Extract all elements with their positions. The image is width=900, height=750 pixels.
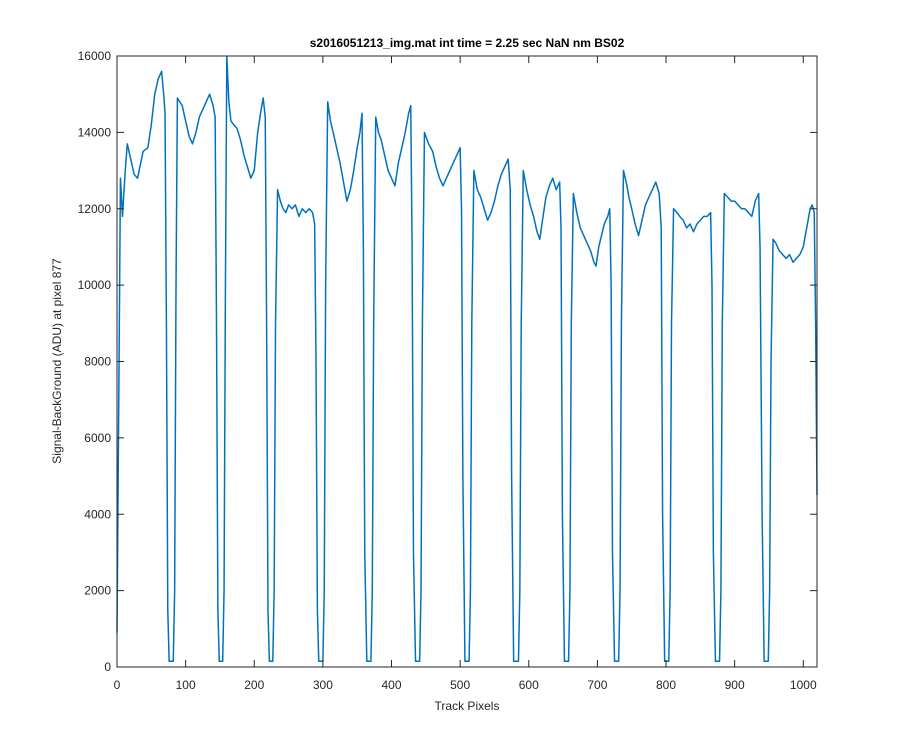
y-tick-label: 14000 (78, 125, 112, 139)
x-axis-label: Track Pixels (435, 699, 500, 713)
y-tick-label: 0 (104, 660, 111, 674)
y-tick-label: 12000 (78, 202, 112, 216)
y-tick-label: 4000 (84, 507, 111, 521)
x-tick-label: 600 (519, 678, 539, 692)
x-tick-label: 900 (725, 678, 745, 692)
x-tick-label: 800 (656, 678, 676, 692)
chart-title: s2016051213_img.mat int time = 2.25 sec … (310, 36, 625, 50)
x-tick-label: 100 (176, 678, 196, 692)
y-tick-label: 8000 (84, 355, 111, 369)
y-tick-label: 2000 (84, 584, 111, 598)
x-tick-label: 200 (244, 678, 264, 692)
x-tick-label: 300 (313, 678, 333, 692)
x-tick-label: 0 (114, 678, 121, 692)
y-tick-label: 10000 (78, 278, 112, 292)
y-axis-label: Signal-BackGround (ADU) at pixel 877 (50, 258, 64, 464)
y-tick-label: 16000 (78, 49, 112, 63)
y-tick-label: 6000 (84, 431, 111, 445)
x-tick-label: 700 (587, 678, 607, 692)
x-tick-label: 500 (450, 678, 470, 692)
x-tick-label: 400 (381, 678, 401, 692)
x-tick-label: 1000 (790, 678, 817, 692)
data-line (116, 55, 818, 663)
